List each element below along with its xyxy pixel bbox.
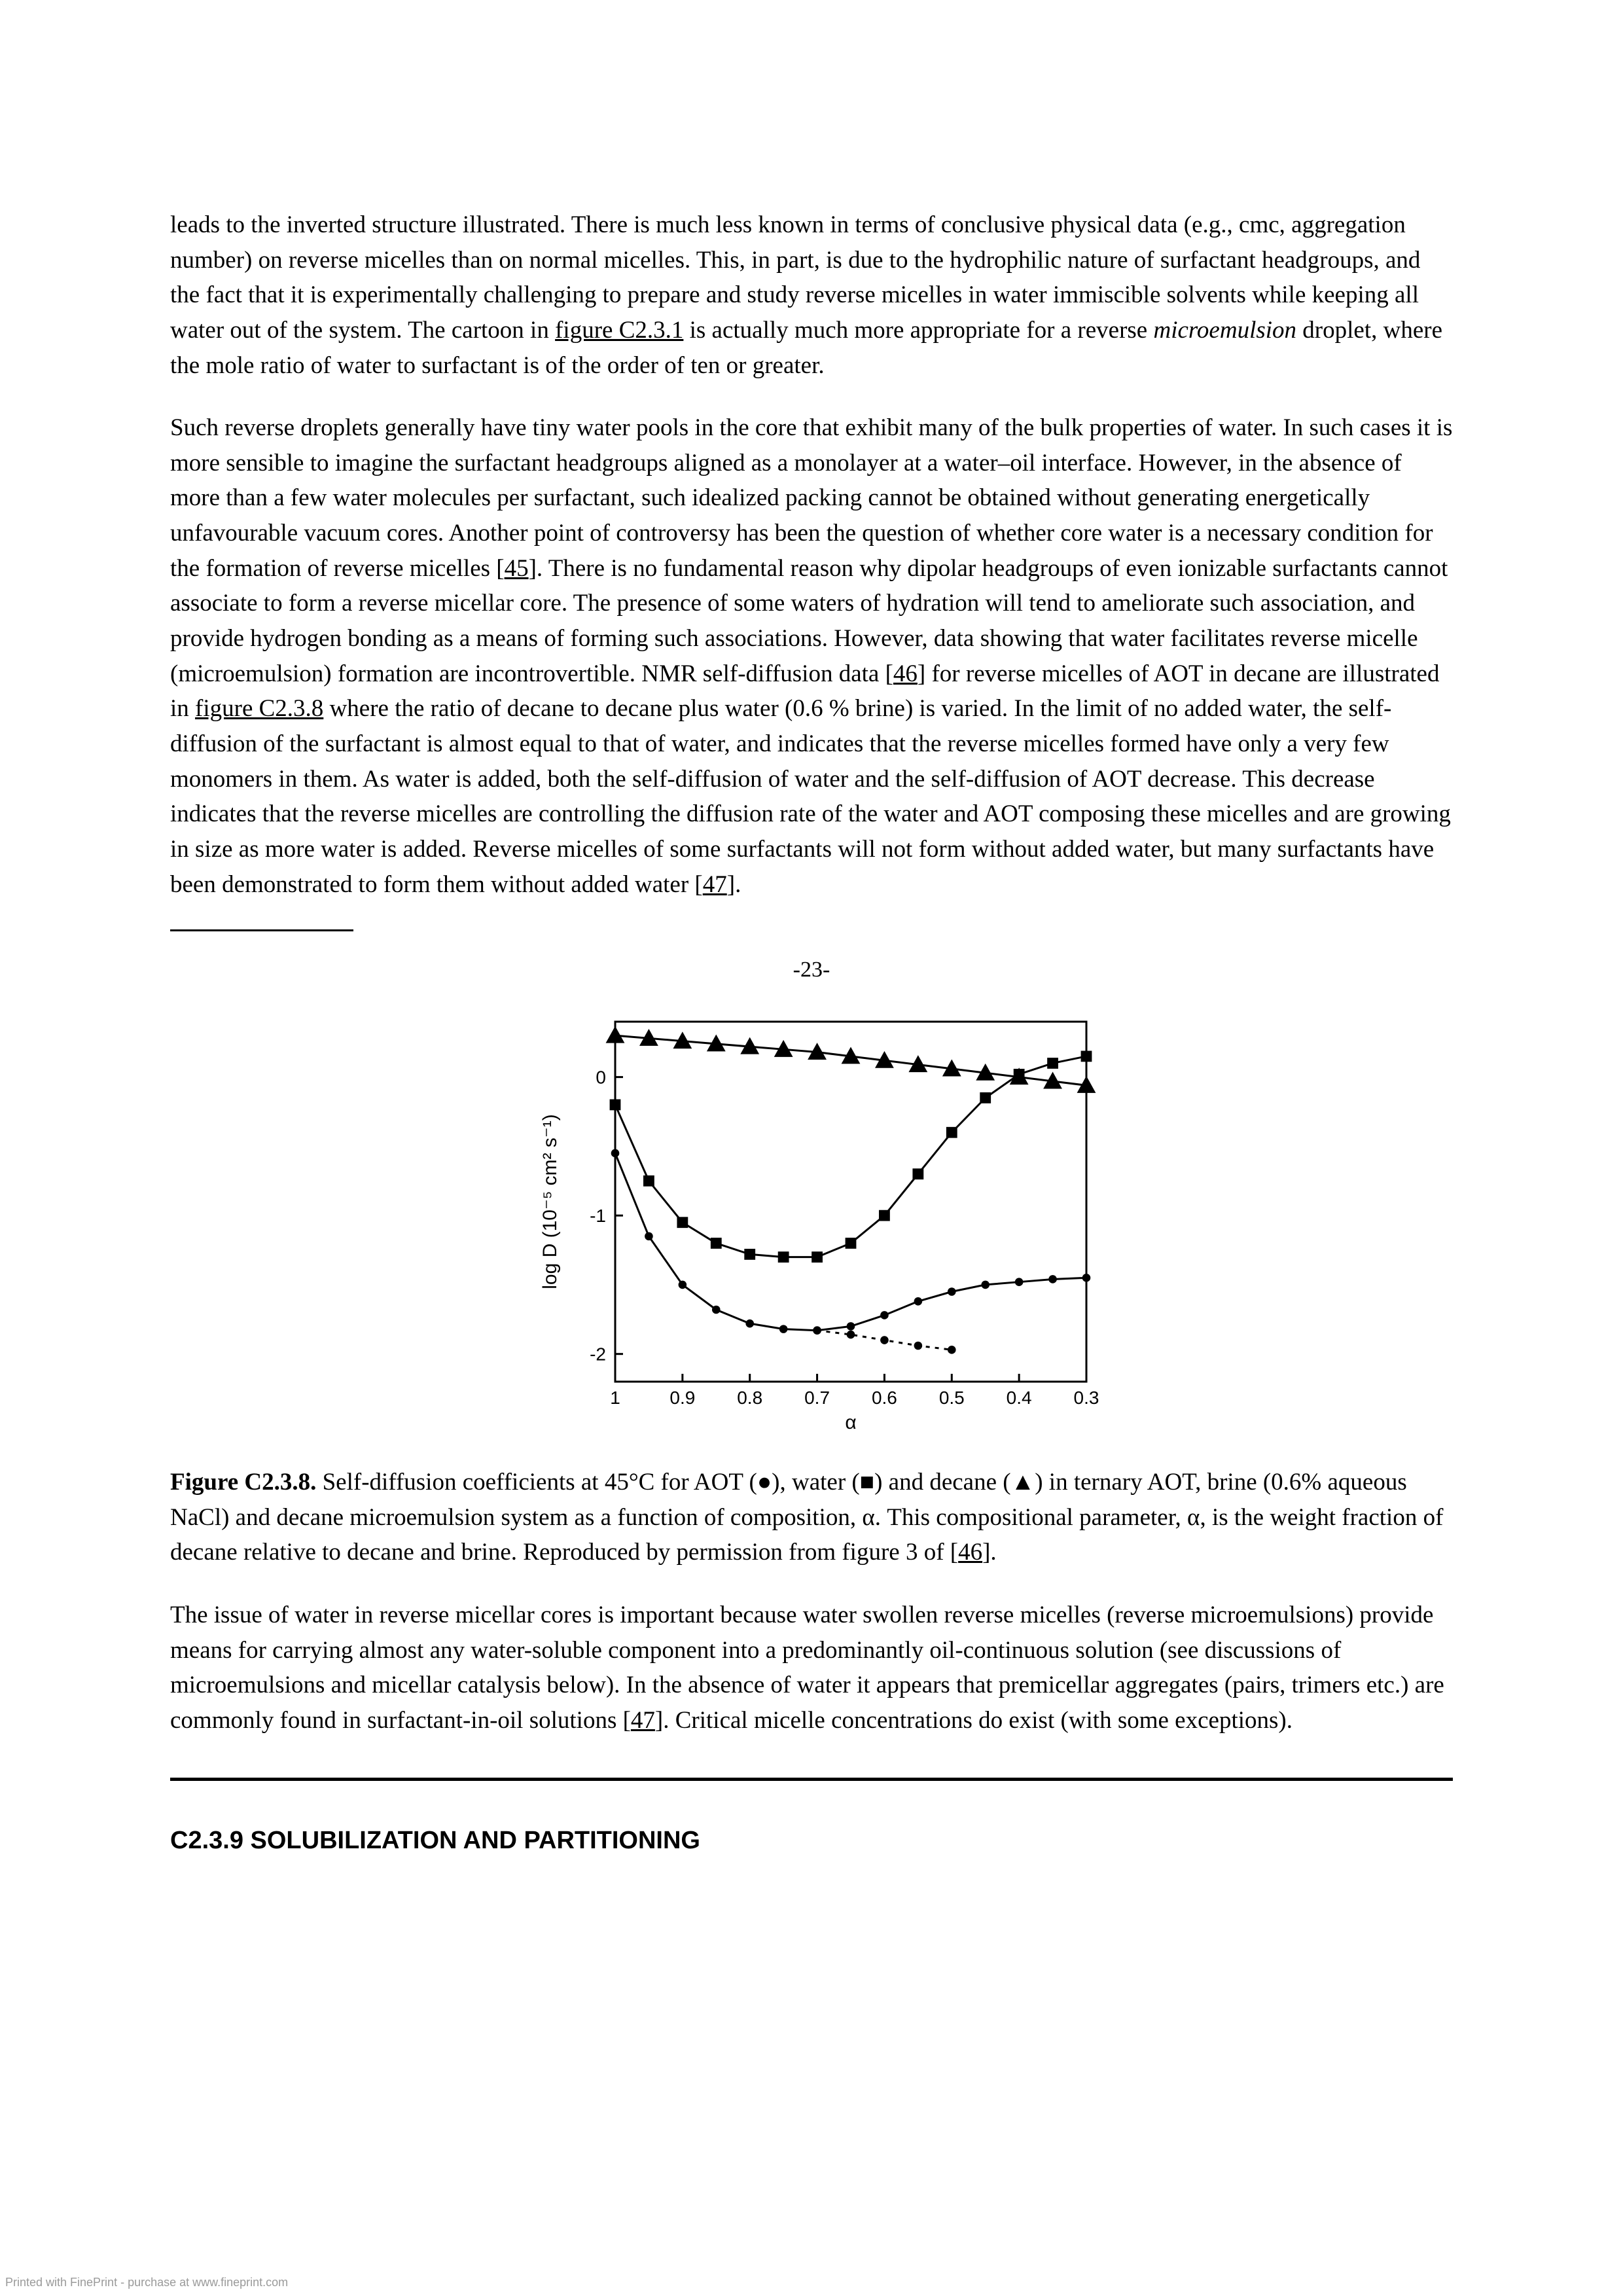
ref-47[interactable]: 47 — [703, 871, 727, 898]
caption-body: Self-diffusion coefficients at 45°C for … — [170, 1469, 1443, 1566]
text: is actually much more appropriate for a … — [690, 317, 1154, 344]
svg-text:0.7: 0.7 — [804, 1388, 830, 1408]
text: ]. — [727, 871, 741, 898]
svg-text:α: α — [845, 1412, 856, 1433]
chart-svg: 1 0.9 0.8 0.7 0.6 0.5 0.4 0.3 α 0 -1 -2 log D (10⁻⁵ … — [517, 996, 1106, 1441]
svg-text:0.4: 0.4 — [1007, 1388, 1032, 1408]
page: leads to the inverted structure illustra… — [0, 0, 1623, 2296]
svg-text:0.8: 0.8 — [737, 1388, 762, 1408]
ref-46[interactable]: 46 — [893, 660, 918, 687]
italic-term: microemulsion — [1153, 317, 1296, 344]
figure-c238: 1 0.9 0.8 0.7 0.6 0.5 0.4 0.3 α 0 -1 -2 log D (10⁻⁵ … — [170, 996, 1453, 1441]
svg-text:0.5: 0.5 — [939, 1388, 965, 1408]
figure-link-c238[interactable]: figure C2.3.8 — [195, 695, 323, 722]
paragraph-2: Such reverse droplets generally have tin… — [170, 410, 1453, 902]
divider-short — [170, 929, 353, 931]
svg-text:0: 0 — [596, 1067, 606, 1088]
svg-text:0.9: 0.9 — [669, 1388, 695, 1408]
figure-link-c231[interactable]: figure C2.3.1 — [555, 317, 683, 344]
svg-text:-1: -1 — [590, 1206, 606, 1226]
figure-caption: Figure C2.3.8. Self-diffusion coefficien… — [170, 1465, 1453, 1570]
divider-full — [170, 1778, 1453, 1781]
ref-45[interactable]: 45 — [505, 555, 529, 582]
section-heading: C2.3.9 SOLUBILIZATION AND PARTITIONING — [170, 1827, 1453, 1855]
ref-47-b[interactable]: 47 — [631, 1707, 655, 1734]
svg-text:-2: -2 — [590, 1344, 606, 1365]
paragraph-3: The issue of water in reverse micellar c… — [170, 1598, 1453, 1738]
svg-text:1: 1 — [610, 1388, 620, 1408]
text: where the ratio of decane to decane plus… — [170, 695, 1451, 897]
text: ]. Critical micelle concentrations do ex… — [655, 1707, 1293, 1734]
svg-text:0.3: 0.3 — [1074, 1388, 1099, 1408]
caption-tail: ]. — [982, 1539, 997, 1566]
footer-fineprint: Printed with FinePrint - purchase at www… — [5, 2276, 288, 2289]
page-number: -23- — [170, 958, 1453, 982]
svg-text:log D (10⁻⁵ cm² s⁻¹): log D (10⁻⁵ cm² s⁻¹) — [539, 1114, 561, 1289]
paragraph-1: leads to the inverted structure illustra… — [170, 207, 1453, 383]
svg-text:0.6: 0.6 — [872, 1388, 897, 1408]
caption-lead: Figure C2.3.8. — [170, 1469, 316, 1496]
ref-46-caption[interactable]: 46 — [958, 1539, 982, 1566]
